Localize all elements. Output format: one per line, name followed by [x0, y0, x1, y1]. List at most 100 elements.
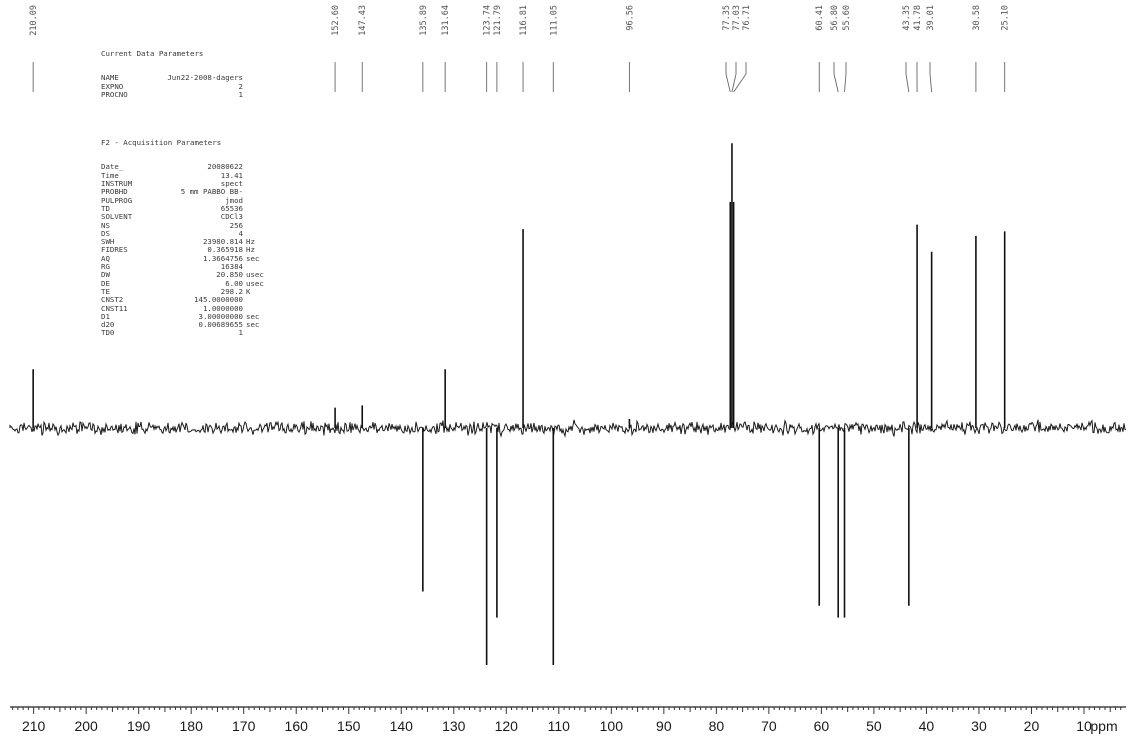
- param-unit: [243, 296, 276, 304]
- peak-label: 25.10: [1001, 5, 1011, 31]
- peak-label: 56.80: [830, 5, 840, 31]
- param-unit: Hz: [246, 237, 255, 247]
- param-unit: [243, 213, 276, 221]
- peak-label-leader: [905, 73, 910, 93]
- param-key: PULPROG: [101, 195, 133, 205]
- x-tick-label: 50: [866, 718, 882, 734]
- param-value: 1: [238, 328, 243, 338]
- x-tick-label: 30: [971, 718, 987, 734]
- acquisition-parameter-row: TD0 1: [101, 328, 276, 338]
- peak-label: 60.41: [815, 5, 825, 31]
- param-key: DS: [101, 228, 110, 238]
- current-parameters-heading: Current Data Parameters: [101, 48, 204, 58]
- peak-label-leader: [844, 73, 847, 93]
- x-tick-label: 10: [1076, 718, 1092, 734]
- param-unit: K: [246, 286, 251, 296]
- peak-label: 30.58: [972, 5, 982, 31]
- param-value: 20.850: [216, 270, 243, 280]
- peak-label: 39.01: [926, 5, 936, 31]
- x-tick-label: 170: [232, 718, 256, 734]
- peak-label: 135.89: [419, 5, 429, 36]
- x-tick-label: 20: [1024, 718, 1040, 734]
- param-key: SOLVENT: [101, 212, 133, 222]
- x-axis-unit-label: ppm: [1090, 718, 1117, 734]
- peak-label: 123.74: [483, 5, 493, 36]
- acquisition-parameter-row: TE 298.2 K: [101, 286, 276, 296]
- param-key: RG: [101, 262, 110, 272]
- acquisition-parameter-row: Time 13.41: [101, 170, 276, 180]
- x-tick-label: 150: [337, 718, 361, 734]
- acquisition-parameter-row: SWH 23980.814 Hz: [101, 237, 276, 247]
- peak-label: 111.05: [549, 5, 559, 36]
- param-value: CDCl3: [220, 212, 243, 222]
- acquisition-parameter-row: PULPROG jmod: [101, 195, 276, 205]
- param-key: INSTRUM: [101, 179, 133, 189]
- param-unit: [243, 91, 276, 99]
- param-key: SWH: [101, 237, 115, 247]
- x-tick-label: 210: [22, 718, 46, 734]
- acquisition-parameter-row: INSTRUM spect: [101, 179, 276, 189]
- peak-label: 210.09: [29, 5, 39, 36]
- param-key: EXPNO: [101, 81, 124, 91]
- param-key: TD: [101, 203, 110, 213]
- peak-label: 77.03: [732, 5, 742, 31]
- param-key: Date_: [101, 162, 124, 172]
- param-value: 0.00689655: [198, 320, 244, 330]
- current-parameter-row: NAME Jun22-2008-dagers: [101, 73, 276, 83]
- param-value: 1: [238, 90, 243, 100]
- peak-label: 121.79: [493, 5, 503, 36]
- current-parameter-row: PROCNO 1: [101, 90, 276, 100]
- acquisition-parameter-row: CNST11 1.0000000: [101, 303, 276, 313]
- x-tick-label: 140: [390, 718, 414, 734]
- peak-label: 147.43: [358, 5, 368, 36]
- param-unit: sec: [246, 320, 260, 330]
- x-tick-label: 190: [127, 718, 151, 734]
- param-key: PROCNO: [101, 90, 128, 100]
- param-key: TE: [101, 286, 110, 296]
- param-value: 0.365918: [207, 245, 243, 255]
- param-key: AQ: [101, 253, 110, 263]
- x-tick-label: 60: [814, 718, 830, 734]
- x-tick-label: 200: [74, 718, 98, 734]
- acquisition-parameters-heading: F2 - Acquisition Parameters: [101, 137, 222, 147]
- param-unit: [243, 163, 276, 171]
- x-tick-label: 110: [548, 718, 571, 734]
- peak-label-leader: [833, 73, 839, 93]
- param-key: Time: [101, 170, 119, 180]
- param-value: 6.00: [225, 278, 243, 288]
- param-unit: [243, 329, 276, 337]
- param-unit: [243, 197, 276, 205]
- param-unit: [243, 222, 276, 230]
- x-tick-label: 100: [600, 718, 624, 734]
- param-unit: sec: [246, 311, 260, 321]
- x-tick-label: 90: [656, 718, 672, 734]
- param-key: CNST2: [101, 295, 124, 305]
- param-unit: [243, 172, 276, 180]
- param-unit: [243, 83, 276, 91]
- param-value: 16384: [220, 262, 243, 272]
- baseline-noise: [9, 418, 1127, 438]
- param-value: 5 mm PABBO BB-: [180, 187, 243, 197]
- acquisition-parameter-row: NS 256: [101, 221, 276, 230]
- peak-label-leader: [733, 73, 747, 93]
- x-tick-label: 80: [709, 718, 725, 734]
- param-value: 1.3664756: [202, 253, 243, 263]
- param-key: d20: [101, 320, 115, 330]
- acquisition-parameter-row: FIDRES 0.365918 Hz: [101, 245, 276, 255]
- acquisition-parameter-row: DW 20.850 usec: [101, 270, 276, 280]
- x-tick-label: 160: [285, 718, 309, 734]
- param-value: 3.00000000: [198, 311, 244, 321]
- param-key: CNST11: [101, 303, 128, 313]
- peak-label-leader: [929, 73, 933, 93]
- acquisition-parameter-row: AQ 1.3664756 sec: [101, 253, 276, 263]
- acquisition-parameter-row: D1 3.00000000 sec: [101, 311, 276, 321]
- x-tick-label: 120: [495, 718, 519, 734]
- peak-label: 116.81: [519, 5, 529, 36]
- param-key: D1: [101, 311, 110, 321]
- peak-label-leader: [731, 73, 737, 93]
- param-value: 2: [238, 81, 243, 91]
- param-value: Jun22-2008-dagers: [167, 73, 243, 83]
- param-value: spect: [220, 179, 243, 189]
- param-value: 65536: [220, 203, 243, 213]
